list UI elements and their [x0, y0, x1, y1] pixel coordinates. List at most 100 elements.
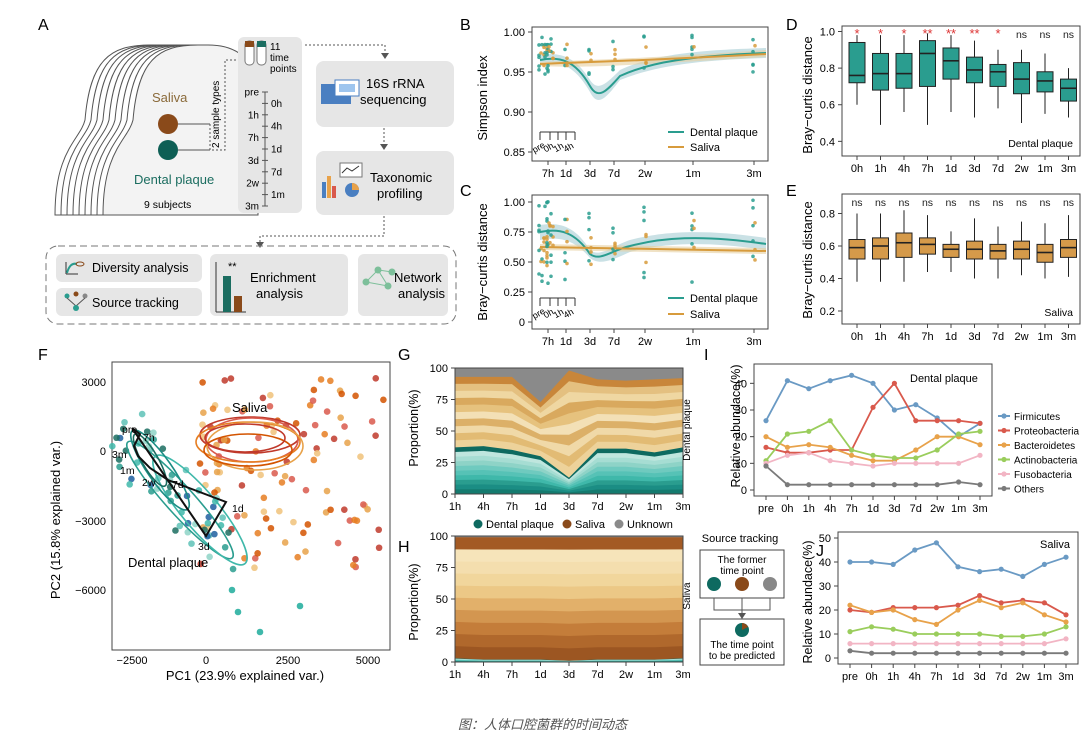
series-point	[913, 482, 919, 488]
series-point	[891, 460, 898, 466]
panel-g-plot: 0 25 50 75 100 1h 4h 7h 1d 3d 7d 2w 1m 3m	[430, 363, 691, 513]
series-point	[847, 607, 853, 613]
saliva-sample-point	[227, 375, 235, 382]
panel-j-ylabel: Relative abundace(%)	[801, 541, 815, 664]
b-point	[613, 47, 617, 52]
xtick-label: 7d	[992, 331, 1004, 343]
legend-label: Bacteroidetes	[1014, 441, 1075, 452]
b-ytick-label: 0.95	[504, 67, 525, 79]
plaque-sample-point	[210, 503, 217, 511]
panel-h-side-label: Saliva	[682, 582, 693, 610]
panel-h-frame	[454, 535, 684, 663]
c-point	[549, 274, 553, 279]
b-point	[611, 67, 615, 72]
figure-canvas: A Saliva 2 sample types Dental plaque 9 …	[38, 17, 1081, 683]
panel-i-letter: I	[704, 347, 708, 364]
box	[895, 232, 913, 258]
b-point	[549, 42, 553, 46]
xtick-label: 0h	[851, 331, 863, 343]
series-point	[977, 452, 983, 458]
saliva-sample-point	[360, 501, 367, 508]
series-point	[890, 607, 896, 613]
saliva-sample-point	[302, 486, 310, 494]
legend-label: Proteobacteria	[1014, 427, 1079, 438]
series-point	[956, 431, 962, 437]
c-point	[547, 221, 551, 225]
plaque-ellipse	[125, 440, 235, 560]
xtick-label: 3m	[675, 501, 690, 513]
saliva-sample-point	[281, 539, 289, 546]
significance-label: ns	[1063, 197, 1074, 209]
b-point	[547, 44, 551, 49]
c-point	[753, 247, 757, 252]
xtick-label: 7d	[995, 671, 1007, 683]
plaque-sample-point	[145, 443, 153, 450]
plaque-sample-point	[119, 425, 127, 433]
saliva-ellipse	[204, 423, 286, 453]
b-point	[540, 35, 544, 40]
saliva-sample-point	[292, 420, 300, 427]
series-point	[849, 447, 855, 453]
ytick-label: 30	[819, 581, 831, 593]
series-point	[1063, 619, 1069, 625]
c-point	[565, 229, 569, 234]
c-point	[690, 242, 694, 246]
timepoints-label: 11 time points	[270, 42, 297, 75]
significance-label: ns	[1039, 29, 1050, 41]
xtick-label: 1m	[951, 503, 966, 515]
series-point	[1041, 612, 1047, 618]
b-point	[690, 33, 694, 38]
c-point	[545, 263, 549, 268]
c-xtick-label: 7d	[608, 336, 620, 348]
network-label: Network analysis	[394, 270, 445, 301]
significance-label: ns	[1016, 197, 1027, 209]
panel-f-frame	[111, 361, 391, 651]
plaque-sample-point	[116, 463, 123, 471]
sequencing-label: 16S rRNA sequencing	[360, 76, 427, 107]
series-point	[890, 650, 896, 656]
legend-unknown-dot	[614, 519, 624, 529]
b-point	[545, 50, 549, 55]
series-point	[955, 607, 961, 613]
xtick-label: 2w	[1014, 163, 1028, 175]
plaque-sample-point	[225, 529, 232, 536]
saliva-sample-point	[209, 405, 217, 412]
b-point	[587, 72, 591, 77]
c-point	[551, 224, 555, 229]
saliva-sample-point	[321, 430, 328, 438]
xtick-label: 7h	[506, 501, 518, 513]
b-point	[692, 45, 696, 49]
series-point	[1041, 650, 1047, 656]
subjects-label: 9 subjects	[144, 199, 191, 211]
plaque-sample-point	[143, 428, 151, 435]
saliva-sample-point	[310, 456, 318, 464]
panel-b-frame	[531, 26, 769, 162]
c-point	[563, 217, 567, 222]
xtick-label: 1d	[867, 503, 879, 515]
box	[1013, 240, 1030, 260]
significance-label: ns	[945, 197, 956, 209]
arrow-head-icon	[738, 613, 746, 619]
series-point	[847, 648, 853, 654]
saliva-sample-point	[260, 508, 268, 516]
series-point	[1063, 624, 1069, 630]
timeline-label: 7h	[248, 133, 259, 144]
c-point	[545, 241, 549, 245]
series-point	[912, 631, 918, 637]
c-point	[642, 205, 646, 210]
saliva-sample-point	[266, 402, 274, 410]
ytick-label: 50	[819, 533, 831, 545]
series-point	[913, 418, 919, 424]
plaque-sample-point	[153, 485, 161, 492]
c-point	[540, 257, 544, 261]
panel-j-tag: Saliva	[1040, 539, 1071, 551]
series-point	[934, 418, 940, 424]
trajectory-path	[131, 427, 228, 538]
ytick-label: 0	[442, 489, 448, 501]
saliva-sample-point	[259, 394, 267, 402]
xtick-label: 1d	[952, 671, 964, 683]
series-point	[806, 450, 812, 456]
b-point	[642, 66, 646, 70]
c-point	[587, 215, 591, 220]
series-point	[849, 482, 855, 488]
